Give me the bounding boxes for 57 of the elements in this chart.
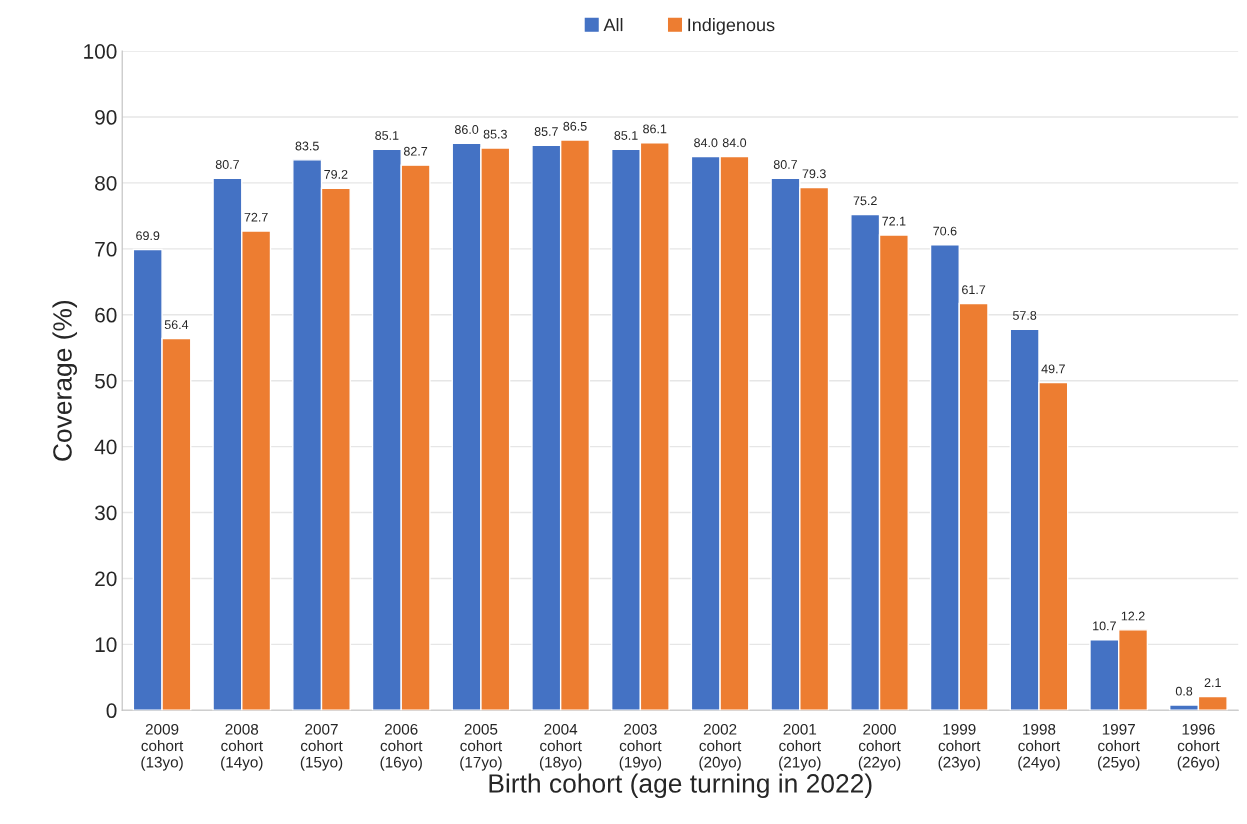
y-tick-label: 30 (94, 505, 117, 521)
y-tick-label: 80 (95, 175, 117, 191)
legend-label: All (603, 18, 623, 32)
data-label: 75.2 (853, 196, 877, 206)
x-tick-label: 2003 cohort (19yo) (619, 723, 662, 771)
x-tick-label: 2008 cohort (14yo) (221, 723, 263, 771)
data-label: 82.7 (403, 146, 428, 156)
data-label: 80.7 (215, 160, 239, 169)
data-label: 72.7 (244, 212, 268, 222)
data-label: 70.6 (933, 226, 957, 236)
y-tick-label: 70 (95, 241, 117, 257)
legend-label: Indigenous (688, 18, 775, 35)
x-tick-label: 2001 cohort (21yo) (779, 723, 821, 771)
data-label: 57.8 (1012, 311, 1037, 320)
data-label: 12.2 (1121, 611, 1145, 621)
data-label: 85.3 (483, 129, 507, 139)
data-label: 10.7 (1093, 621, 1116, 631)
data-label: 80.7 (773, 160, 798, 169)
data-label: 49.7 (1041, 364, 1065, 374)
data-label: 85.7 (534, 127, 558, 136)
x-tick-label: 2007 cohort (15yo) (300, 723, 343, 771)
data-label: 79.2 (324, 169, 348, 179)
x-tick-label: 2006 cohort (16yo) (380, 723, 423, 771)
data-label: 84.0 (722, 138, 747, 148)
x-tick-label: 2000 cohort (22yo) (858, 723, 901, 771)
data-label: 69.9 (136, 231, 160, 241)
data-label: 83.5 (295, 141, 319, 151)
y-tick-label: 60 (95, 307, 117, 323)
data-label: 86.5 (563, 121, 587, 131)
data-label: 56.4 (164, 320, 189, 330)
data-label: 85.1 (375, 131, 399, 140)
x-tick-label: 2009 cohort (13yo) (141, 723, 184, 771)
data-label: 86.1 (643, 124, 667, 134)
x-tick-label: 1996 cohort (26yo) (1177, 723, 1220, 771)
y-tick-label: 90 (95, 110, 117, 125)
data-label: 85.1 (614, 131, 638, 140)
y-tick-label: 100 (84, 44, 117, 59)
data-label: 79.3 (802, 169, 826, 179)
x-tick-label: 2002 cohort (20yo) (699, 723, 742, 771)
y-tick-label: 40 (94, 439, 117, 455)
x-tick-label: 2005 cohort (17yo) (460, 723, 503, 771)
data-label: 84.0 (694, 138, 718, 148)
x-axis-title: Birth cohort (age turning in 2022) (489, 773, 872, 799)
y-tick-label: 50 (95, 373, 117, 389)
y-tick-label: 0 (106, 703, 117, 719)
y-tick-label: 20 (95, 571, 117, 587)
data-label: 61.7 (962, 285, 986, 295)
data-label: 0.8 (1175, 686, 1193, 696)
x-tick-label: 2004 cohort (18yo) (539, 723, 582, 771)
x-tick-label: 1998 cohort (24yo) (1018, 723, 1061, 771)
x-tick-label: 1997 cohort (25yo) (1097, 723, 1140, 771)
y-tick-label: 10 (95, 637, 117, 653)
data-label: 86.0 (454, 125, 479, 134)
data-label: 72.1 (882, 216, 906, 226)
x-tick-label: 1999 cohort (23yo) (938, 723, 981, 771)
y-axis-title: Coverage (%) (52, 300, 78, 461)
data-label: 2.1 (1204, 678, 1221, 687)
